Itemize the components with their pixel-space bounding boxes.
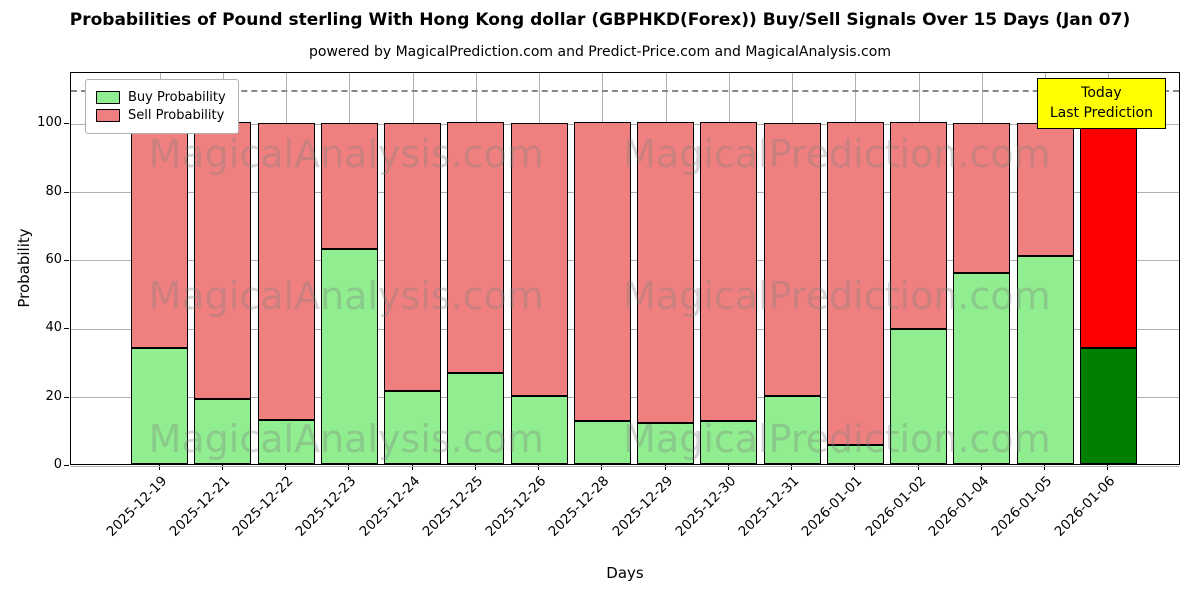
bar-buy-segment	[131, 348, 188, 464]
bar-sell-segment	[827, 122, 884, 445]
x-tick-mark	[538, 465, 540, 470]
threshold-line	[71, 90, 1179, 93]
x-tick-mark	[348, 465, 350, 470]
x-tick-mark	[980, 465, 982, 470]
today-annotation-line1: Today	[1081, 85, 1122, 101]
watermark-text: MagicalAnalysis.com	[148, 273, 544, 318]
y-tick-label: 80	[45, 183, 62, 199]
bar-buy-segment	[953, 273, 1010, 464]
x-tick-mark	[727, 465, 729, 470]
x-tick-mark	[601, 465, 603, 470]
watermark-text: MagicalAnalysis.com	[148, 416, 544, 461]
sell-probability-swatch	[96, 109, 120, 122]
bar-buy-segment	[574, 421, 631, 464]
bar-buy-segment	[890, 329, 947, 464]
bar-sell-segment	[384, 123, 441, 391]
y-tick-mark	[64, 191, 69, 193]
watermark-text: MagicalPrediction.com	[623, 273, 1051, 318]
x-tick-mark	[917, 465, 919, 470]
bar-buy-segment	[700, 421, 757, 464]
legend-item-sell: Sell Probability	[96, 108, 226, 123]
y-tick-label: 20	[45, 388, 62, 404]
bar-sell-segment	[1017, 123, 1074, 256]
today-annotation: Today Last Prediction	[1036, 78, 1166, 129]
y-tick-mark	[64, 123, 69, 125]
watermark-text: MagicalPrediction.com	[623, 416, 1051, 461]
y-tick-mark	[64, 396, 69, 398]
x-tick-mark	[285, 465, 287, 470]
sell-probability-label: Sell Probability	[128, 108, 225, 123]
x-tick-mark	[221, 465, 223, 470]
y-tick-label: 0	[53, 457, 62, 472]
buy-probability-label: Buy Probability	[128, 90, 226, 105]
bar-sell-segment	[700, 122, 757, 421]
today-annotation-line2: Last Prediction	[1049, 105, 1153, 122]
x-tick-mark	[411, 465, 413, 470]
bar-sell-segment	[131, 122, 188, 348]
x-tick-mark	[664, 465, 666, 470]
bar-sell-segment	[258, 123, 315, 420]
bar-buy-segment	[637, 423, 694, 464]
chart-title: Probabilities of Pound sterling With Hon…	[69, 10, 1131, 30]
bar-sell-segment	[1080, 122, 1137, 348]
buy-probability-swatch	[96, 91, 120, 104]
watermark-text: MagicalPrediction.com	[623, 131, 1051, 176]
y-tick-label: 40	[45, 320, 62, 336]
bar-buy-segment	[194, 399, 251, 464]
x-tick-mark	[1044, 465, 1046, 470]
h-gridline	[71, 465, 1179, 467]
legend-item-buy: Buy Probability	[96, 90, 226, 105]
bar-buy-segment	[1080, 348, 1137, 464]
y-tick-label: 100	[37, 115, 62, 131]
bar-sell-segment	[764, 123, 821, 396]
bar-buy-segment	[827, 445, 884, 464]
bar-sell-segment	[194, 122, 251, 399]
bar-sell-segment	[637, 122, 694, 423]
bar-buy-segment	[447, 373, 504, 464]
x-tick-mark	[791, 465, 793, 470]
y-axis-label: Probability	[15, 228, 33, 308]
bar-buy-segment	[321, 249, 378, 464]
bar-buy-segment	[1017, 256, 1074, 464]
bar-buy-segment	[258, 420, 315, 464]
bar-sell-segment	[953, 123, 1010, 273]
y-tick-mark	[64, 328, 69, 330]
bar-buy-segment	[764, 396, 821, 464]
legend: Buy Probability Sell Probability	[85, 79, 239, 134]
x-tick-mark	[158, 465, 160, 470]
y-tick-mark	[64, 259, 69, 261]
bar-buy-segment	[511, 396, 568, 464]
bar-sell-segment	[321, 123, 378, 249]
bar-sell-segment	[574, 122, 631, 421]
bar-sell-segment	[511, 123, 568, 396]
bar-buy-segment	[384, 391, 441, 464]
chart-subtitle: powered by MagicalPrediction.com and Pre…	[309, 44, 891, 60]
x-tick-mark	[474, 465, 476, 470]
x-axis-label: Days	[606, 564, 644, 582]
plot-area: Buy Probability Sell Probability Today L…	[70, 72, 1180, 467]
watermark-text: MagicalAnalysis.com	[148, 131, 544, 176]
bar-sell-segment	[447, 122, 504, 373]
x-tick-mark	[854, 465, 856, 470]
bar-sell-segment	[890, 122, 947, 329]
y-tick-label: 60	[45, 251, 62, 267]
x-tick-mark	[1107, 465, 1109, 470]
y-tick-mark	[64, 465, 69, 466]
